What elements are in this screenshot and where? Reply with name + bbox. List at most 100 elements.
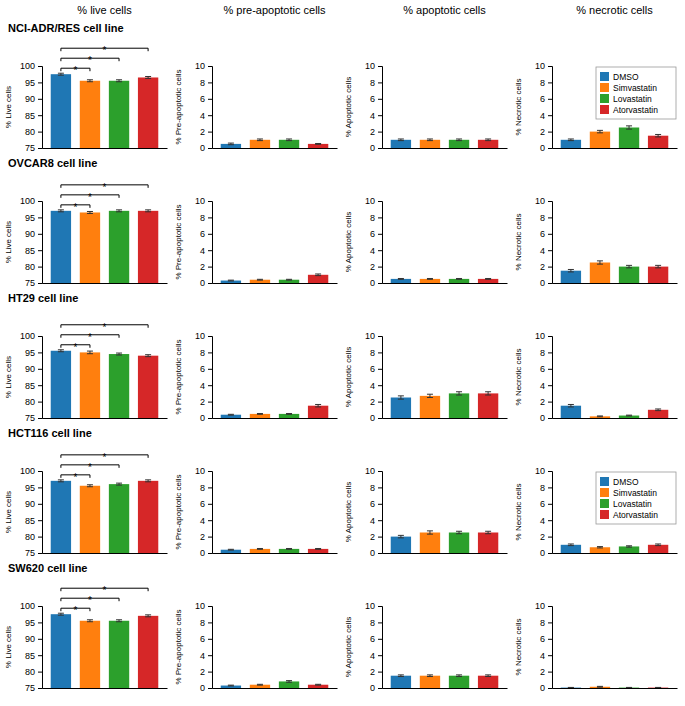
y-tick: 2 xyxy=(370,667,382,677)
y-tick-mark xyxy=(548,267,552,268)
y-tick-mark xyxy=(38,672,42,673)
y-axis-line xyxy=(208,337,213,419)
y-tick-label: 4 xyxy=(370,651,375,661)
x-axis xyxy=(553,553,678,555)
y-tick: 0 xyxy=(370,548,382,558)
y-tick-mark xyxy=(378,267,382,268)
error-bar-cap xyxy=(655,410,661,411)
error-bar xyxy=(626,265,632,267)
bar xyxy=(590,687,610,688)
y-tick: 8 xyxy=(540,348,552,358)
y-tick-mark xyxy=(548,672,552,673)
y-tick-mark xyxy=(378,606,382,607)
error-bar-cap xyxy=(597,130,603,131)
figure: % live cellsNCI-ADR/RES cell line7580859… xyxy=(0,0,685,706)
y-tick-mark xyxy=(378,148,382,149)
y-tick-label: 2 xyxy=(540,667,545,677)
y-axis-line xyxy=(38,607,43,689)
error-bar-cap xyxy=(597,686,603,687)
error-bar xyxy=(597,130,603,132)
x-axis-line xyxy=(43,148,168,149)
error-bar xyxy=(145,355,151,357)
y-axis-title: % Necrotic cells xyxy=(514,214,523,271)
x-axis-line xyxy=(553,418,678,419)
y-tick: 0 xyxy=(370,143,382,153)
error-bar-cap xyxy=(286,549,292,550)
panel: 0246810% Necrotic cellsDMSOSimvastatinLo… xyxy=(514,61,678,153)
error-bar-cap xyxy=(58,211,64,212)
x-axis-line xyxy=(553,688,678,689)
error-bar-cap xyxy=(485,676,491,677)
x-axis-line xyxy=(383,418,508,419)
y-tick: 90 xyxy=(25,499,42,509)
bar xyxy=(109,81,129,148)
y-tick-label: 4 xyxy=(540,381,545,391)
y-tick: 8 xyxy=(540,78,552,88)
error-bar-cap xyxy=(145,356,151,357)
y-axis: 0246810 xyxy=(365,466,383,558)
y-tick-label: 2 xyxy=(370,667,375,677)
y-tick-label: 95 xyxy=(25,483,35,493)
y-tick-mark xyxy=(38,115,42,116)
plot-area xyxy=(51,350,159,418)
y-tick-mark xyxy=(208,504,212,505)
y-axis-line xyxy=(38,472,43,554)
y-axis-title: % Live cells xyxy=(4,221,13,263)
x-axis-line xyxy=(383,688,508,689)
y-tick: 4 xyxy=(540,651,552,661)
y-tick-mark xyxy=(378,471,382,472)
bar xyxy=(51,614,71,688)
y-tick-label: 100 xyxy=(20,601,35,611)
y-axis: 7580859095100 xyxy=(20,466,43,558)
error-bar-cap xyxy=(116,483,122,484)
bar xyxy=(279,280,299,283)
y-tick: 6 xyxy=(540,499,552,509)
y-tick: 6 xyxy=(540,364,552,374)
y-tick-mark xyxy=(38,487,42,488)
significance-bracket: * xyxy=(61,472,90,483)
y-tick-label: 6 xyxy=(540,94,545,104)
y-tick-mark xyxy=(548,418,552,419)
bar xyxy=(221,686,241,688)
bar xyxy=(561,406,581,418)
error-bar-cap xyxy=(626,267,632,268)
bar xyxy=(478,676,498,688)
y-tick-label: 2 xyxy=(200,397,205,407)
error-bar xyxy=(116,80,122,82)
y-tick-mark xyxy=(208,639,212,640)
error-bar xyxy=(485,531,491,533)
x-axis xyxy=(213,418,338,420)
y-tick: 6 xyxy=(200,364,212,374)
y-tick: 0 xyxy=(370,278,382,288)
y-tick-mark xyxy=(378,234,382,235)
x-axis xyxy=(213,148,338,150)
x-axis-line xyxy=(383,283,508,284)
y-tick-label: 0 xyxy=(370,548,375,558)
row-label: HT29 cell line xyxy=(8,292,78,304)
error-bar xyxy=(87,485,93,487)
y-tick-mark xyxy=(548,132,552,133)
y-tick-label: 0 xyxy=(200,683,205,693)
y-tick-label: 100 xyxy=(20,466,35,476)
y-tick-label: 2 xyxy=(200,532,205,542)
y-tick-mark xyxy=(208,369,212,370)
y-tick: 6 xyxy=(370,94,382,104)
error-bar xyxy=(228,280,234,282)
bar xyxy=(51,351,71,418)
significance-bracket: * xyxy=(61,605,90,616)
bar xyxy=(138,616,158,688)
plot-area xyxy=(561,686,669,688)
y-tick: 8 xyxy=(370,618,382,628)
error-bar-cap xyxy=(87,351,93,352)
bar xyxy=(561,545,581,553)
error-bar-cap xyxy=(456,138,462,139)
error-bar-cap xyxy=(427,140,433,141)
y-tick-label: 8 xyxy=(200,348,205,358)
y-tick-mark xyxy=(38,606,42,607)
y-tick: 85 xyxy=(25,381,42,391)
y-axis: 0246810 xyxy=(195,466,213,558)
x-axis xyxy=(43,418,168,420)
error-bar xyxy=(315,404,321,406)
y-tick-label: 6 xyxy=(540,499,545,509)
y-tick: 95 xyxy=(25,618,42,628)
